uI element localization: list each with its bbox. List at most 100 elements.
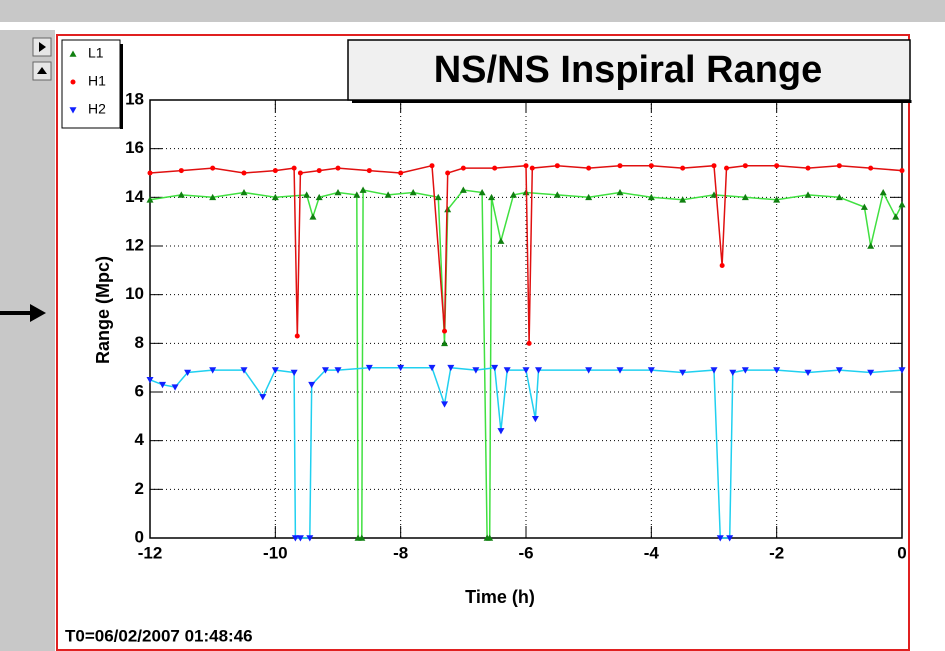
marker <box>210 165 216 171</box>
marker <box>716 535 724 542</box>
marker <box>804 191 812 198</box>
marker <box>353 191 361 198</box>
marker <box>679 196 687 203</box>
legend: L1 H1 H2 <box>61 39 123 129</box>
marker <box>898 201 906 208</box>
marker <box>892 213 900 220</box>
marker <box>334 188 342 196</box>
marker <box>271 367 279 374</box>
y-axis-label: Range (Mpc) <box>93 256 113 364</box>
marker <box>472 367 480 374</box>
x-tick-label: 0 <box>897 543 906 562</box>
legend-marker <box>69 50 77 57</box>
marker <box>291 535 299 542</box>
marker <box>774 163 780 169</box>
marker <box>526 340 532 346</box>
y-tick-label: 4 <box>135 430 145 449</box>
marker <box>209 367 217 374</box>
marker <box>491 364 499 372</box>
marker <box>146 196 154 203</box>
marker <box>879 188 887 196</box>
marker <box>290 369 298 377</box>
marker <box>309 213 317 220</box>
marker <box>434 193 442 201</box>
title-box <box>347 39 911 101</box>
marker <box>240 367 248 374</box>
marker <box>334 367 342 374</box>
arrow-head <box>30 304 46 322</box>
y-tick-label: 6 <box>135 381 144 400</box>
marker <box>726 535 734 542</box>
marker <box>159 381 167 389</box>
marker <box>617 163 623 169</box>
x-axis-label: Time (h) <box>465 587 535 607</box>
marker <box>478 188 486 196</box>
x-tick-label: -10 <box>263 543 288 562</box>
marker <box>209 193 217 201</box>
marker <box>384 191 392 198</box>
legend-marker <box>69 107 77 114</box>
marker <box>711 163 717 169</box>
legend-marker <box>70 79 76 85</box>
marker <box>553 191 561 198</box>
chart-title: NS/NS Inspiral Range <box>434 49 823 91</box>
y-tick-label: 12 <box>125 235 144 254</box>
x-tick-label: -2 <box>769 543 784 562</box>
marker <box>460 165 466 171</box>
marker <box>648 163 654 169</box>
plot: 0 2 4 6 8 10 12 14 16 18 -12 -10 -8 -6 -4 -2 0 <box>125 89 907 562</box>
side-panel <box>0 30 55 651</box>
marker <box>358 534 366 541</box>
x-tick-label: -12 <box>138 543 163 562</box>
y-tick-label: 16 <box>125 138 144 157</box>
marker <box>719 262 725 268</box>
legend-label: H2 <box>88 101 106 117</box>
marker <box>523 163 529 169</box>
y-tick-label: 18 <box>125 89 144 108</box>
marker <box>335 165 341 171</box>
marker <box>241 170 247 176</box>
marker <box>868 165 874 171</box>
marker <box>240 188 248 196</box>
marker <box>459 186 467 193</box>
marker <box>867 242 875 249</box>
marker <box>680 165 686 171</box>
marker <box>860 203 868 210</box>
marker <box>321 367 329 374</box>
marker <box>429 163 435 169</box>
marker <box>742 163 748 169</box>
y-tick-label: 14 <box>125 187 144 206</box>
marker <box>773 367 781 374</box>
series <box>146 364 906 542</box>
marker <box>359 186 367 193</box>
y-tick-label: 0 <box>135 527 144 546</box>
series-line <box>149 164 903 344</box>
marker <box>773 196 781 203</box>
marker <box>315 193 323 201</box>
marker <box>306 535 314 542</box>
marker <box>804 369 812 377</box>
marker <box>365 364 373 372</box>
marker <box>445 170 451 176</box>
marker <box>441 339 449 347</box>
marker <box>441 401 449 408</box>
marker <box>679 369 687 377</box>
marker <box>898 367 906 374</box>
marker <box>488 193 496 201</box>
marker <box>867 369 875 377</box>
marker <box>297 170 303 176</box>
marker <box>303 191 311 198</box>
marker <box>741 193 749 201</box>
marker <box>586 165 592 171</box>
x-tick-label: -8 <box>393 543 408 562</box>
marker <box>616 188 624 196</box>
marker <box>805 165 811 171</box>
y-tick-label: 2 <box>135 479 144 498</box>
step-icon <box>39 42 46 52</box>
marker <box>366 168 372 174</box>
marker <box>585 367 593 374</box>
marker <box>647 193 655 201</box>
marker <box>497 237 505 244</box>
series <box>146 186 906 541</box>
marker <box>442 328 448 334</box>
